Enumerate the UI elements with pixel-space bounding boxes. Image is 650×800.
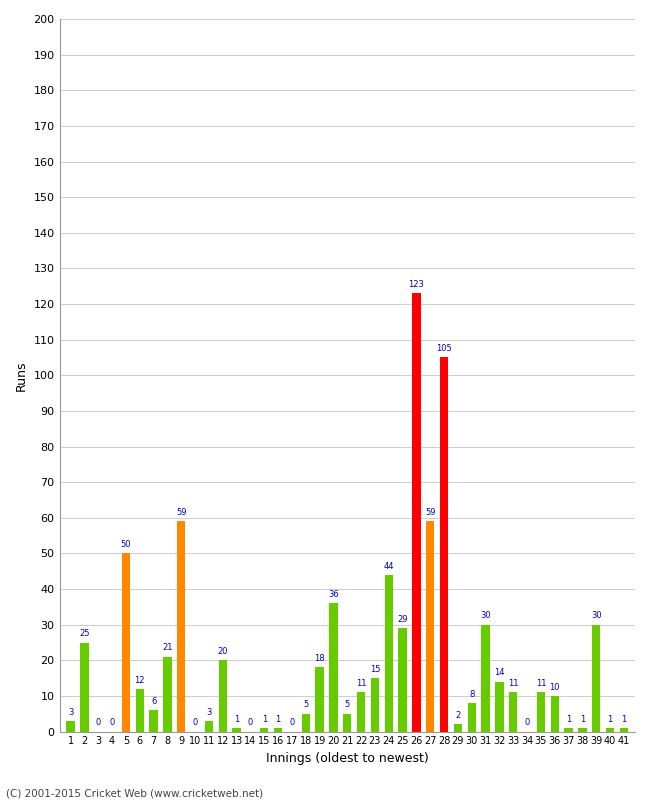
Text: 59: 59 xyxy=(425,508,436,517)
Bar xyxy=(467,703,476,731)
Text: 30: 30 xyxy=(591,611,602,621)
Text: 29: 29 xyxy=(397,615,408,624)
Bar xyxy=(509,692,517,731)
Text: 11: 11 xyxy=(536,679,546,688)
Bar xyxy=(122,554,130,731)
Bar xyxy=(385,575,393,731)
Bar xyxy=(81,642,88,731)
Text: 105: 105 xyxy=(436,344,452,354)
Text: 15: 15 xyxy=(370,665,380,674)
Text: 1: 1 xyxy=(608,714,613,724)
Text: 1: 1 xyxy=(234,714,239,724)
Bar xyxy=(302,714,310,731)
Text: (C) 2001-2015 Cricket Web (www.cricketweb.net): (C) 2001-2015 Cricket Web (www.cricketwe… xyxy=(6,789,264,798)
Text: 1: 1 xyxy=(262,714,267,724)
Bar xyxy=(343,714,352,731)
Text: 0: 0 xyxy=(109,718,115,727)
Bar xyxy=(233,728,240,731)
Text: 20: 20 xyxy=(218,647,228,656)
Bar xyxy=(482,625,489,731)
Text: 5: 5 xyxy=(303,701,308,710)
Bar xyxy=(440,358,448,731)
Text: 11: 11 xyxy=(356,679,367,688)
Bar xyxy=(218,660,227,731)
Text: 30: 30 xyxy=(480,611,491,621)
Text: 14: 14 xyxy=(494,669,504,678)
Text: 2: 2 xyxy=(455,711,461,720)
Bar xyxy=(370,678,379,731)
Bar xyxy=(136,689,144,731)
Bar xyxy=(260,728,268,731)
Bar xyxy=(357,692,365,731)
Text: 25: 25 xyxy=(79,630,90,638)
Text: 3: 3 xyxy=(206,708,212,717)
Text: 1: 1 xyxy=(580,714,585,724)
Text: 10: 10 xyxy=(549,682,560,692)
Bar xyxy=(315,667,324,731)
Text: 36: 36 xyxy=(328,590,339,599)
Bar xyxy=(177,522,185,731)
Text: 8: 8 xyxy=(469,690,474,699)
Bar xyxy=(398,628,407,731)
Bar xyxy=(163,657,172,731)
Text: 0: 0 xyxy=(525,718,530,727)
Text: 1: 1 xyxy=(621,714,627,724)
Y-axis label: Runs: Runs xyxy=(15,360,28,390)
Bar xyxy=(592,625,601,731)
X-axis label: Innings (oldest to newest): Innings (oldest to newest) xyxy=(266,752,428,765)
Bar xyxy=(330,603,337,731)
Bar xyxy=(66,721,75,731)
Text: 21: 21 xyxy=(162,643,173,653)
Text: 44: 44 xyxy=(384,562,394,570)
Bar xyxy=(537,692,545,731)
Bar xyxy=(564,728,573,731)
Bar xyxy=(454,725,462,731)
Bar xyxy=(551,696,559,731)
Text: 1: 1 xyxy=(276,714,281,724)
Text: 11: 11 xyxy=(508,679,519,688)
Bar xyxy=(495,682,504,731)
Bar xyxy=(578,728,586,731)
Bar xyxy=(426,522,434,731)
Bar xyxy=(412,294,421,731)
Text: 5: 5 xyxy=(344,701,350,710)
Bar xyxy=(606,728,614,731)
Text: 1: 1 xyxy=(566,714,571,724)
Bar xyxy=(205,721,213,731)
Text: 18: 18 xyxy=(315,654,325,663)
Text: 0: 0 xyxy=(248,718,253,727)
Bar xyxy=(274,728,282,731)
Text: 123: 123 xyxy=(408,280,424,289)
Bar xyxy=(150,710,158,731)
Text: 6: 6 xyxy=(151,697,156,706)
Bar xyxy=(620,728,628,731)
Text: 3: 3 xyxy=(68,708,73,717)
Text: 59: 59 xyxy=(176,508,187,517)
Text: 0: 0 xyxy=(289,718,294,727)
Text: 12: 12 xyxy=(135,675,145,685)
Text: 50: 50 xyxy=(121,540,131,549)
Text: 0: 0 xyxy=(192,718,198,727)
Text: 0: 0 xyxy=(96,718,101,727)
